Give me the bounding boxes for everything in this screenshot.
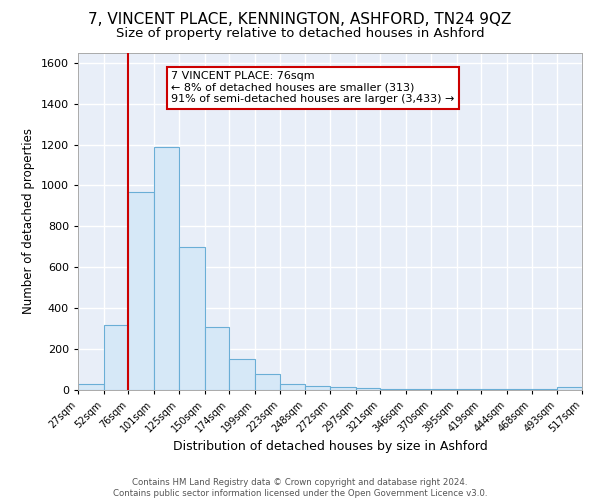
Bar bbox=[154, 146, 179, 390]
Bar bbox=[557, 387, 582, 390]
Bar bbox=[78, 384, 104, 390]
Bar bbox=[104, 324, 128, 390]
Bar bbox=[205, 326, 229, 390]
Bar bbox=[229, 360, 255, 390]
Text: Size of property relative to detached houses in Ashford: Size of property relative to detached ho… bbox=[116, 28, 484, 40]
Bar bbox=[507, 389, 532, 390]
Text: 7, VINCENT PLACE, KENNINGTON, ASHFORD, TN24 9QZ: 7, VINCENT PLACE, KENNINGTON, ASHFORD, T… bbox=[88, 12, 512, 28]
Bar bbox=[406, 389, 431, 390]
Bar bbox=[330, 387, 356, 390]
Bar bbox=[457, 389, 481, 390]
Bar bbox=[280, 384, 305, 390]
Bar bbox=[380, 389, 406, 390]
Bar bbox=[431, 389, 457, 390]
Bar bbox=[356, 388, 380, 390]
Bar bbox=[179, 247, 205, 390]
Bar bbox=[255, 374, 280, 390]
Bar bbox=[481, 389, 507, 390]
Text: Contains HM Land Registry data © Crown copyright and database right 2024.
Contai: Contains HM Land Registry data © Crown c… bbox=[113, 478, 487, 498]
Bar bbox=[532, 389, 557, 390]
Y-axis label: Number of detached properties: Number of detached properties bbox=[22, 128, 35, 314]
Bar bbox=[128, 192, 154, 390]
X-axis label: Distribution of detached houses by size in Ashford: Distribution of detached houses by size … bbox=[173, 440, 487, 452]
Text: 7 VINCENT PLACE: 76sqm
← 8% of detached houses are smaller (313)
91% of semi-det: 7 VINCENT PLACE: 76sqm ← 8% of detached … bbox=[171, 71, 455, 104]
Bar bbox=[305, 386, 330, 390]
